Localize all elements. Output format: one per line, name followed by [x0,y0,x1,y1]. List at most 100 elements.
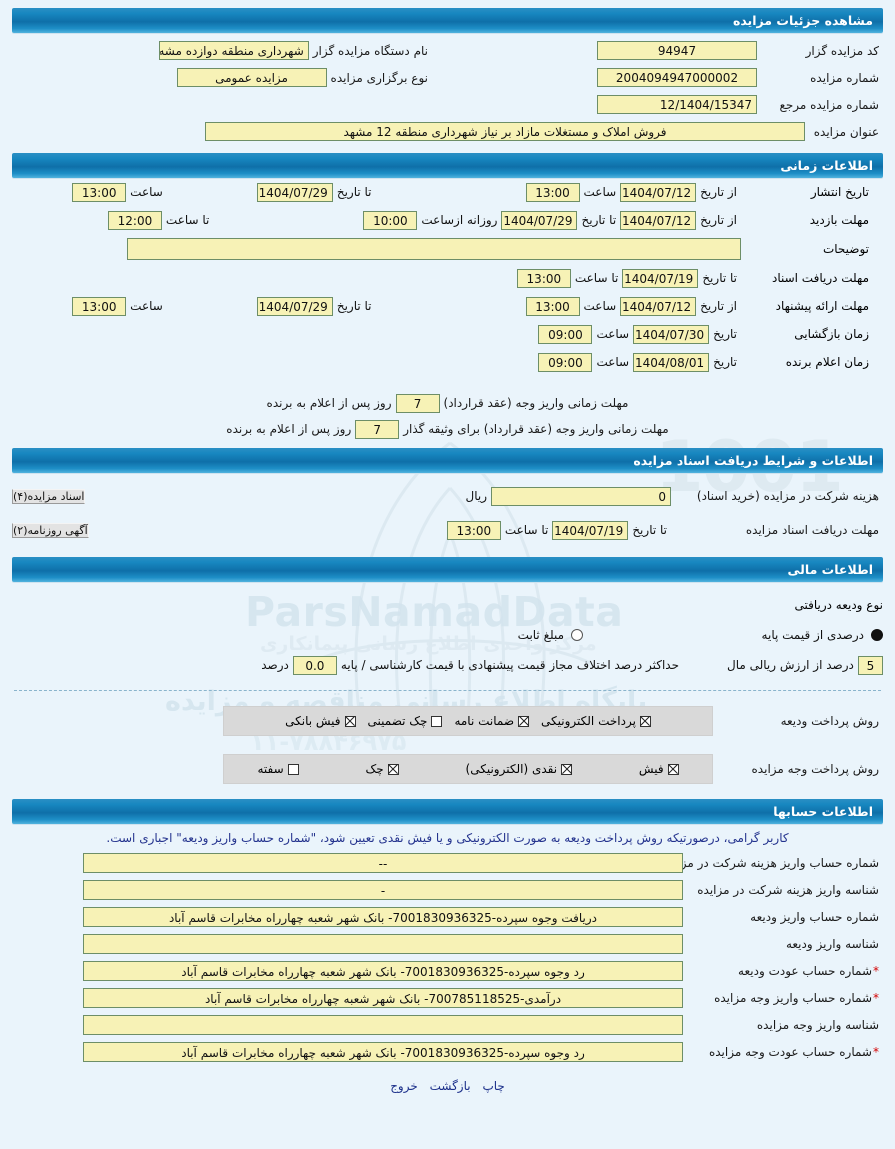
auction-option-check-label: چک [365,762,384,776]
deposit-option-certified-check[interactable]: چک تضمینی [368,714,443,728]
row-payment-days-guarantor: مهلت زمانی واریز وجه (عقد قرارداد) برای … [14,416,881,442]
row-auction-number: شماره مزایده 2004094947000002 [443,64,883,91]
row-deposit-type: نوع ودیعه دریافتی [12,590,883,620]
winner-hour-label: ساعت [596,355,630,369]
visit-daily-to-label: تا ساعت [165,213,210,227]
max-diff-label: حداکثر درصد اختلاف مجاز قیمت پیشنهادی با… [340,658,679,672]
auction-option-cash-electronic[interactable]: نقدی (الکترونیکی) [466,762,573,776]
fixed-amount-radio[interactable] [571,629,583,641]
row-percent-value: 5 درصد از ارزش ریالی مال حداکثر درصد اخت… [12,650,883,680]
auction-option-promissory-label: سفته [257,762,284,776]
docs-receipt-to-label: تا تاریخ [632,523,667,537]
fixed-amount-label: مبلغ ثابت [517,628,564,642]
details-grid: کد مزایده گزار 94947 شماره مزایده 200409… [0,33,895,118]
payment-days-label: مهلت زمانی واریز وجه (عقد قرارداد) [443,396,629,410]
checkbox-icon[interactable] [518,715,530,727]
checkbox-icon[interactable] [344,715,356,727]
winner-hour: 09:00 [538,352,593,372]
row-deposit-payment-method: روش پرداخت ودیعه پرداخت الکترونیکی ضمانت… [0,697,895,745]
deposit-option-guarantee[interactable]: ضمانت نامه [454,714,530,728]
auction-option-promissory[interactable]: سفته [257,762,299,776]
publish-date-label: تاریخ انتشار [810,185,869,199]
winner-date: 1404/08/01 [633,352,710,372]
deposit-option-certified-check-label: چک تضمینی [367,714,428,728]
section-header-docs: اطلاعات و شرایط دریافت اسناد مزایده [12,448,883,473]
checkbox-icon[interactable] [431,715,443,727]
percent-of-base-radio[interactable] [871,629,883,641]
description-value [127,238,741,260]
row-auction-title: عنوان مزایده فروش املاک و مستغلات مازاد … [0,118,895,147]
checkbox-icon[interactable] [667,763,679,775]
offer-to-label: تا تاریخ [336,299,372,313]
checkbox-icon[interactable] [287,763,299,775]
account-value: درآمدی-700785118525- بانک شهر شعبه چهارر… [83,987,683,1008]
row-auction-ref: شماره مزایده مرجع 12/1404/15347 [443,91,883,118]
financial-rows: نوع ودیعه دریافتی درصدی از قیمت پایه مبل… [0,582,895,680]
docs-receipt-hour-label: تا ساعت [504,523,549,537]
section-header-accounts-label: اطلاعات حسابها [773,804,873,819]
offer-deadline-label: مهلت ارائه پیشنهاد [775,299,869,313]
deposit-option-electronic-label: پرداخت الکترونیکی [541,714,636,728]
offer-from-hour-label: ساعت [583,299,617,313]
account-value: رد وجوه سپرده-7001830936325- بانک شهر شع… [83,960,683,981]
payment-days-suffix: روز پس از اعلام به برنده [266,396,392,410]
auction-option-receipt-label: فیش [638,762,664,776]
details-right-column: کد مزایده گزار 94947 شماره مزایده 200409… [443,37,883,118]
visit-daily-from: 10:00 [363,210,418,230]
account-value: - [83,879,683,900]
row-auction-code: کد مزایده گزار 94947 [443,37,883,64]
table-row: شماره حساب عودت وجه مزایده رد وجوه سپرده… [0,1038,895,1065]
account-label: شماره حساب عودت وجه مزایده [683,1044,883,1060]
auction-option-cash-electronic-label: نقدی (الکترونیکی) [465,762,558,776]
account-label: شماره حساب عودت ودیعه [683,963,883,979]
checkbox-icon[interactable] [561,763,573,775]
percent-of-base-label: درصدی از قیمت پایه [761,628,864,642]
auction-option-check[interactable]: چک [366,762,399,776]
offer-to-date: 1404/07/29 [256,296,333,316]
docs-to-date: 1404/07/19 [622,268,699,288]
account-value [83,933,683,954]
exit-link[interactable]: خروج [390,1079,418,1093]
table-row: شماره حساب عودت ودیعه رد وجوه سپرده-7001… [0,957,895,984]
back-link[interactable]: بازگشت [429,1079,471,1093]
auction-title-label: عنوان مزایده [813,124,879,139]
print-link[interactable]: چاپ [482,1079,505,1093]
winner-date-label: تاریخ [713,355,737,369]
auction-payment-method-label: روش پرداخت وجه مزایده [751,762,879,776]
accounts-note: کاربر گرامی، درصورتیکه روش پرداخت ودیعه … [106,831,789,845]
row-winner-announce: زمان اعلام برنده تاریخ 1404/08/01 ساعت 0… [14,348,881,376]
deposit-percent-label: درصد از ارزش ریالی مال [727,658,854,672]
auction-option-receipt[interactable]: فیش [639,762,679,776]
visit-daily-label: روزانه ازساعت [421,213,498,227]
payment-days-guarantor-suffix: روز پس از اعلام به برنده [226,422,352,436]
offer-from-hour: 13:00 [525,296,580,316]
auction-payment-options: فیش نقدی (الکترونیکی) چک سفته [223,754,713,784]
account-label: شناسه واریز ودیعه [785,936,879,951]
visit-deadline-label: مهلت بازدید [809,213,869,227]
offer-from-label: از تاریخ [700,299,737,313]
auction-documents-button[interactable]: اسناد مزایده(۴) [12,489,86,504]
payment-days-guarantor-label: مهلت زمانی واریز وجه (عقد قرارداد) برای … [403,422,669,436]
docs-receipt-deadline-label: مهلت دریافت اسناد مزایده [745,523,879,537]
row-deposit-basis: درصدی از قیمت پایه مبلغ ثابت [12,620,883,650]
account-value: -- [83,852,683,873]
offer-to-hour: 13:00 [72,296,127,316]
deposit-option-bank-receipt[interactable]: فیش بانکی [285,714,356,728]
auction-code-label: کد مزایده گزار [805,43,879,58]
section-header-accounts: اطلاعات حسابها [12,799,883,824]
offer-from-date: 1404/07/12 [620,296,697,316]
checkbox-icon[interactable] [639,715,651,727]
opening-date-label: تاریخ [713,327,737,341]
account-value: دریافت وجوه سپرده-7001830936325- بانک شه… [83,906,683,927]
row-auction-holding: نوع برگزاری مزایده مزایده عمومی [12,64,432,91]
news-button-col: آگهی روزنامه(۲) [12,519,99,541]
docs-receipt-hour: 13:00 [446,520,501,540]
auction-details-page: مشاهده جزئیات مزایده کد مزایده گزار 9494… [0,8,895,1103]
docs-rows: هزینه شرکت در مزایده (خرید اسناد) 0 ریال… [0,473,895,551]
newspaper-ad-button[interactable]: آگهی روزنامه(۲) [12,523,89,538]
section-header-docs-label: اطلاعات و شرایط دریافت اسناد مزایده [633,453,873,468]
checkbox-icon[interactable] [387,763,399,775]
deposit-option-electronic[interactable]: پرداخت الکترونیکی [541,714,651,728]
publish-to-label: تا تاریخ [336,185,372,199]
table-row: شناسه واریز وجه مزایده [0,1011,895,1038]
